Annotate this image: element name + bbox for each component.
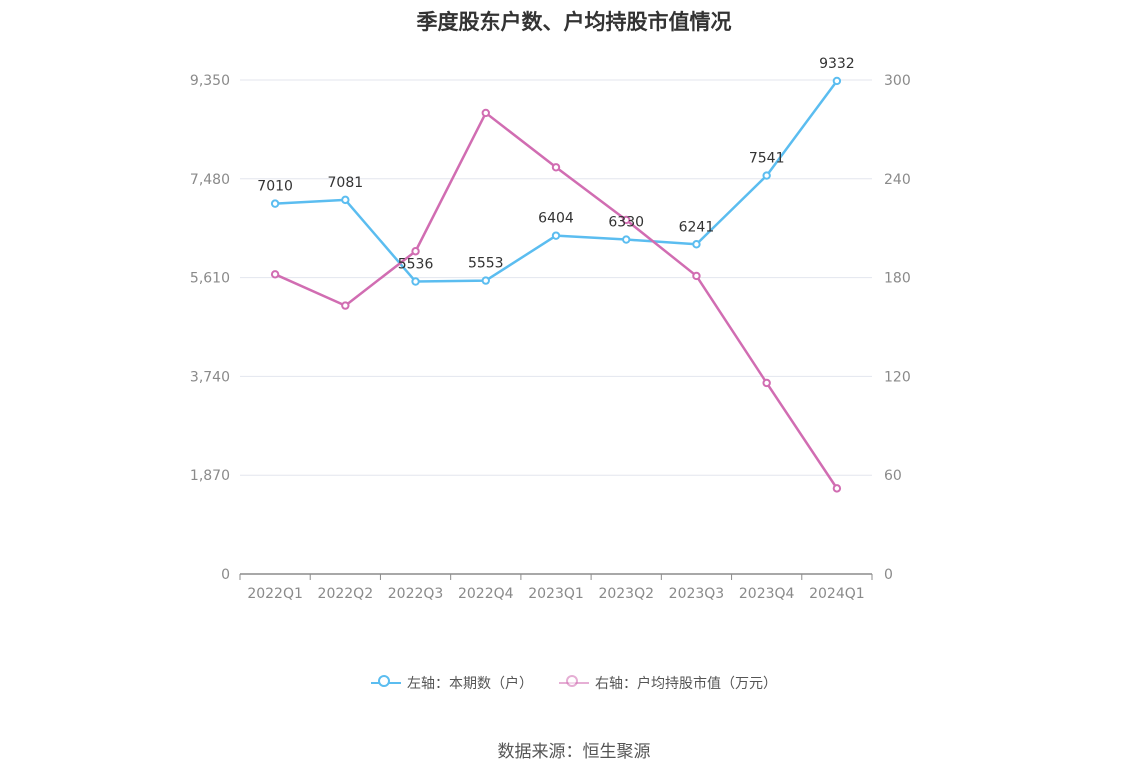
data-point-right (481, 108, 490, 118)
left-y-tick-label: 3,740 (190, 369, 230, 385)
data-label-left: 7081 (328, 175, 364, 191)
data-point-left (832, 76, 842, 86)
legend-swatch-right (559, 674, 589, 692)
right-y-tick-label: 240 (884, 172, 911, 188)
legend-item-right-series[interactable]: 右轴：户均持股市值（万元） (559, 673, 777, 693)
right-y-tick-label: 180 (884, 271, 911, 287)
right-y-tick-label: 300 (884, 73, 911, 89)
data-point-right (341, 301, 350, 310)
x-tick-label: 2022Q2 (318, 586, 374, 602)
left-y-tick-label: 5,610 (190, 271, 230, 287)
data-point-right (551, 163, 561, 172)
left-y-tick-label: 9,350 (190, 73, 230, 89)
x-tick-label: 2023Q1 (528, 586, 584, 602)
data-point-left (341, 195, 350, 205)
legend-label-right: 右轴：户均持股市值（万元） (595, 676, 777, 692)
data-point-right (832, 484, 842, 493)
data-label-left: 6404 (538, 211, 574, 227)
x-tick-label: 2022Q3 (388, 586, 444, 602)
legend-item-left-series[interactable]: 左轴：本期数（户） (371, 673, 533, 693)
data-label-left: 5553 (468, 256, 504, 272)
data-label-left: 6241 (679, 219, 715, 235)
x-tick-label: 2024Q1 (809, 586, 865, 602)
data-labels: 7010 7081 5536 5553 6404 6330 6241 7541 9332 (257, 56, 854, 273)
data-point-left (270, 199, 280, 208)
data-label-left: 5536 (398, 257, 434, 273)
data-label-left: 7010 (257, 179, 293, 195)
data-point-left (411, 277, 420, 286)
right-y-tick-label: 0 (884, 567, 893, 583)
data-point-left (762, 171, 771, 180)
legend: 左轴：本期数（户） 右轴：户均持股市值（万元） (0, 673, 1148, 693)
data-point-right (622, 215, 631, 225)
legend-label-left: 左轴：本期数（户） (407, 676, 533, 692)
series-lines (270, 76, 842, 493)
data-point-left (692, 240, 701, 249)
grid-lines (240, 79, 872, 476)
data-point-right (762, 378, 771, 388)
chart-title: 季度股东户数、户均持股市值情况 (416, 10, 732, 34)
x-tick-label: 2023Q2 (598, 586, 654, 602)
data-point-right (692, 271, 701, 281)
data-point-left (551, 231, 561, 240)
data-label-left: 6330 (608, 215, 644, 231)
x-tick-label: 2022Q4 (458, 586, 514, 602)
right-y-tick-label: 120 (884, 369, 911, 385)
data-point-left (622, 235, 631, 244)
left-y-tick-label: 0 (221, 567, 230, 583)
data-point-right (270, 270, 280, 279)
data-point-left (481, 276, 490, 285)
x-tick-label: 2023Q4 (739, 586, 795, 602)
legend-swatch-left (371, 674, 401, 692)
x-tick-label: 2022Q1 (247, 586, 303, 602)
source-note: 数据来源：恒生聚源 (497, 742, 651, 762)
left-y-tick-label: 7,480 (190, 172, 230, 188)
left-y-tick-label: 1,870 (190, 468, 230, 484)
x-tick-label: 2023Q3 (669, 586, 725, 602)
data-label-left: 7541 (749, 151, 785, 167)
right-y-tick-label: 60 (884, 468, 902, 484)
axes: 2022Q1 2022Q2 2022Q3 2022Q4 2023Q1 2023Q2 2023… (190, 73, 911, 602)
data-point-right (411, 247, 420, 256)
data-label-left: 9332 (819, 56, 855, 72)
